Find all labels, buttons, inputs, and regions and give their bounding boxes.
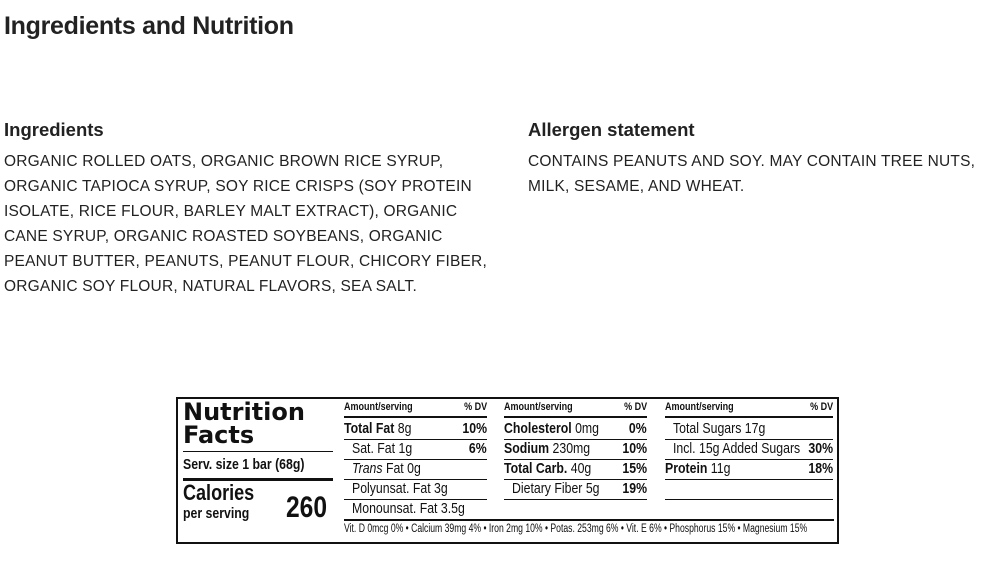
divider — [183, 478, 333, 481]
divider — [665, 416, 833, 418]
percent-dv: 15% — [622, 460, 647, 477]
percent-dv: 6% — [469, 440, 487, 457]
nutrition-facts-label: Nutrition Facts Serv. size 1 bar (68g) C… — [176, 397, 839, 544]
ingredients-section: Ingredients ORGANIC ROLLED OATS, ORGANIC… — [4, 119, 504, 299]
percent-dv: 10% — [622, 440, 647, 457]
divider — [665, 459, 833, 460]
divider — [504, 439, 647, 440]
divider — [344, 499, 487, 500]
divider — [504, 416, 647, 418]
nutrient-row: Total Sugars 17g — [673, 420, 766, 437]
percent-dv: 18% — [808, 460, 833, 477]
serving-size: Serv. size 1 bar (68g) — [183, 456, 305, 473]
nutrition-title-line1: Nutrition — [183, 398, 305, 426]
divider — [665, 479, 833, 480]
divider — [504, 499, 647, 500]
divider — [665, 499, 833, 500]
percent-dv: 10% — [462, 420, 487, 437]
nutrition-title: Nutrition Facts — [183, 398, 333, 449]
divider — [183, 451, 333, 452]
percent-dv: 30% — [808, 440, 833, 457]
nutrient-row: Cholesterol 0mg 0% — [504, 420, 647, 437]
divider — [344, 439, 487, 440]
nutrition-title-line2: Facts — [183, 421, 255, 449]
nutrient-row: Dietary Fiber 5g 19% — [512, 480, 647, 497]
column-header: Amount/serving % DV — [344, 401, 487, 413]
divider — [665, 439, 833, 440]
column-header: Amount/serving % DV — [504, 401, 647, 413]
allergen-text: CONTAINS PEANUTS AND SOY. MAY CONTAIN TR… — [528, 153, 976, 195]
nutrient-row: Total Fat 8g 10% — [344, 420, 487, 437]
allergen-section: Allergen statement CONTAINS PEANUTS AND … — [528, 119, 988, 199]
column-header: Amount/serving % DV — [665, 401, 833, 413]
calories-label: Calories — [183, 480, 255, 505]
micronutrients-footer: Vit. D 0mcg 0% • Calcium 39mg 4% • Iron … — [344, 523, 808, 535]
ingredients-heading: Ingredients — [4, 119, 104, 140]
divider — [344, 416, 487, 418]
per-serving-label: per serving — [183, 505, 250, 522]
nutrient-row: Sodium 230mg 10% — [504, 440, 647, 457]
nutrient-row: Protein 11g 18% — [665, 460, 833, 477]
allergen-heading: Allergen statement — [528, 119, 695, 140]
divider — [344, 519, 834, 521]
nutrient-row: Total Carb. 40g 15% — [504, 460, 647, 477]
nutrient-row: Trans Fat 0g — [352, 460, 421, 477]
divider — [344, 459, 487, 460]
divider — [344, 479, 487, 480]
percent-dv: 19% — [622, 480, 647, 497]
nutrient-row: Monounsat. Fat 3.5g — [352, 500, 465, 517]
page-title: Ingredients and Nutrition — [4, 12, 294, 40]
nutrient-row: Incl. 15g Added Sugars 30% — [673, 440, 833, 457]
nutrient-row: Polyunsat. Fat 3g — [352, 480, 448, 497]
divider — [504, 459, 647, 460]
percent-dv: 0% — [629, 420, 647, 437]
calories-value: 260 — [286, 491, 328, 524]
nutrient-row: Sat. Fat 1g 6% — [352, 440, 487, 457]
divider — [504, 479, 647, 480]
ingredients-text: ORGANIC ROLLED OATS, ORGANIC BROWN RICE … — [4, 153, 487, 295]
